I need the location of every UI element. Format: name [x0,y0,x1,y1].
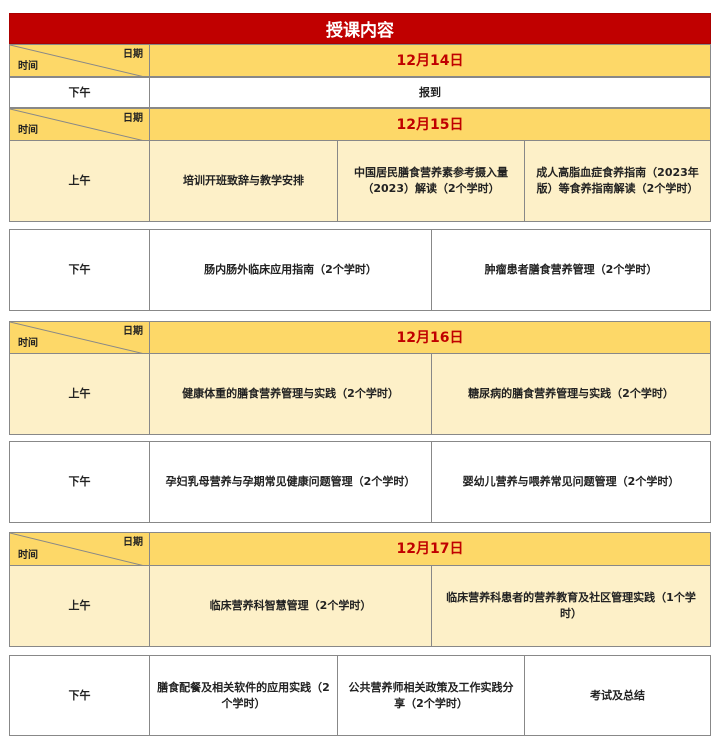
diagonal-header-cell: 日期时间 [10,322,149,353]
date-header-row: 日期时间 12月16日 [9,321,711,354]
period-label: 上午 [68,599,91,612]
am-row: 上午 健康体重的膳食营养管理与实践（2个学时） 糖尿病的膳食营养管理与实践（2个… [9,353,711,435]
diagonal-line [10,322,143,353]
period-label: 上午 [68,174,91,187]
diagonal-line [10,109,143,140]
session-cell: 报到 [149,78,710,107]
diagonal-header-cell: 日期时间 [10,533,149,565]
session-cell: 肿瘤患者膳食营养管理（2个学时） [431,230,710,310]
period-label: 下午 [68,688,91,702]
session-cell: 成人高脂血症食养指南（2023年版）等食养指南解读（2个学时） [524,141,710,221]
session-cell: 膳食配餐及相关软件的应用实践（2个学时） [149,656,337,735]
date-label: 日期 [123,537,143,548]
pm-row: 下午 孕妇乳母营养与孕期常见健康问题管理（2个学时） 婴幼儿营养与喂养常见问题管… [9,441,711,523]
diagonal-line [10,533,143,565]
table-title: 授课内容 [9,13,711,44]
time-label: 时间 [18,61,38,72]
pm-row: 下午 报到 [9,77,711,108]
date-header-row: 日期时间 12月15日 [9,108,711,141]
session-cell: 肠内肠外临床应用指南（2个学时） [149,230,431,310]
session-cell: 婴幼儿营养与喂养常见问题管理（2个学时） [431,442,710,522]
session-cell: 糖尿病的膳食营养管理与实践（2个学时） [431,354,710,434]
period-label: 下午 [68,263,91,276]
session-cell: 临床营养科患者的营养教育及社区管理实践（1个学时） [431,566,710,646]
period-label: 上午 [68,387,91,400]
date-cell: 12月16日 [149,322,710,353]
pm-row: 下午 膳食配餐及相关软件的应用实践（2个学时） 公共营养师相关政策及工作实践分享… [9,655,711,736]
date-cell: 12月15日 [149,109,710,140]
time-label: 时间 [18,550,38,561]
date-label: 日期 [123,113,143,124]
pm-row: 下午 肠内肠外临床应用指南（2个学时） 肿瘤患者膳食营养管理（2个学时） [9,229,711,311]
am-row: 上午 临床营养科智慧管理（2个学时） 临床营养科患者的营养教育及社区管理实践（1… [9,565,711,647]
date-cell: 12月17日 [149,533,710,565]
time-label: 时间 [18,125,38,136]
session-cell: 培训开班致辞与教学安排 [149,141,337,221]
diagonal-header-cell: 日期时间 [10,45,149,76]
time-label: 时间 [18,338,38,349]
date-label: 日期 [123,326,143,337]
diagonal-line [10,45,143,76]
am-row: 上午 培训开班致辞与教学安排 中国居民膳食营养素参考摄入量（2023）解读（2个… [9,140,711,222]
session-cell: 孕妇乳母营养与孕期常见健康问题管理（2个学时） [149,442,431,522]
session-cell: 考试及总结 [524,656,710,735]
session-cell: 中国居民膳食营养素参考摄入量（2023）解读（2个学时） [337,141,524,221]
session-cell: 公共营养师相关政策及工作实践分享（2个学时） [337,656,524,735]
diagonal-header-cell: 日期时间 [10,109,149,140]
date-cell: 12月14日 [149,45,710,76]
session-cell: 临床营养科智慧管理（2个学时） [149,566,431,646]
period-label: 下午 [68,475,91,488]
date-header-row: 日期时间 12月14日 [9,44,711,77]
session-cell: 健康体重的膳食营养管理与实践（2个学时） [149,354,431,434]
date-header-row: 日期时间 12月17日 [9,532,711,566]
period-label: 下午 [68,85,91,99]
date-label: 日期 [123,49,143,60]
